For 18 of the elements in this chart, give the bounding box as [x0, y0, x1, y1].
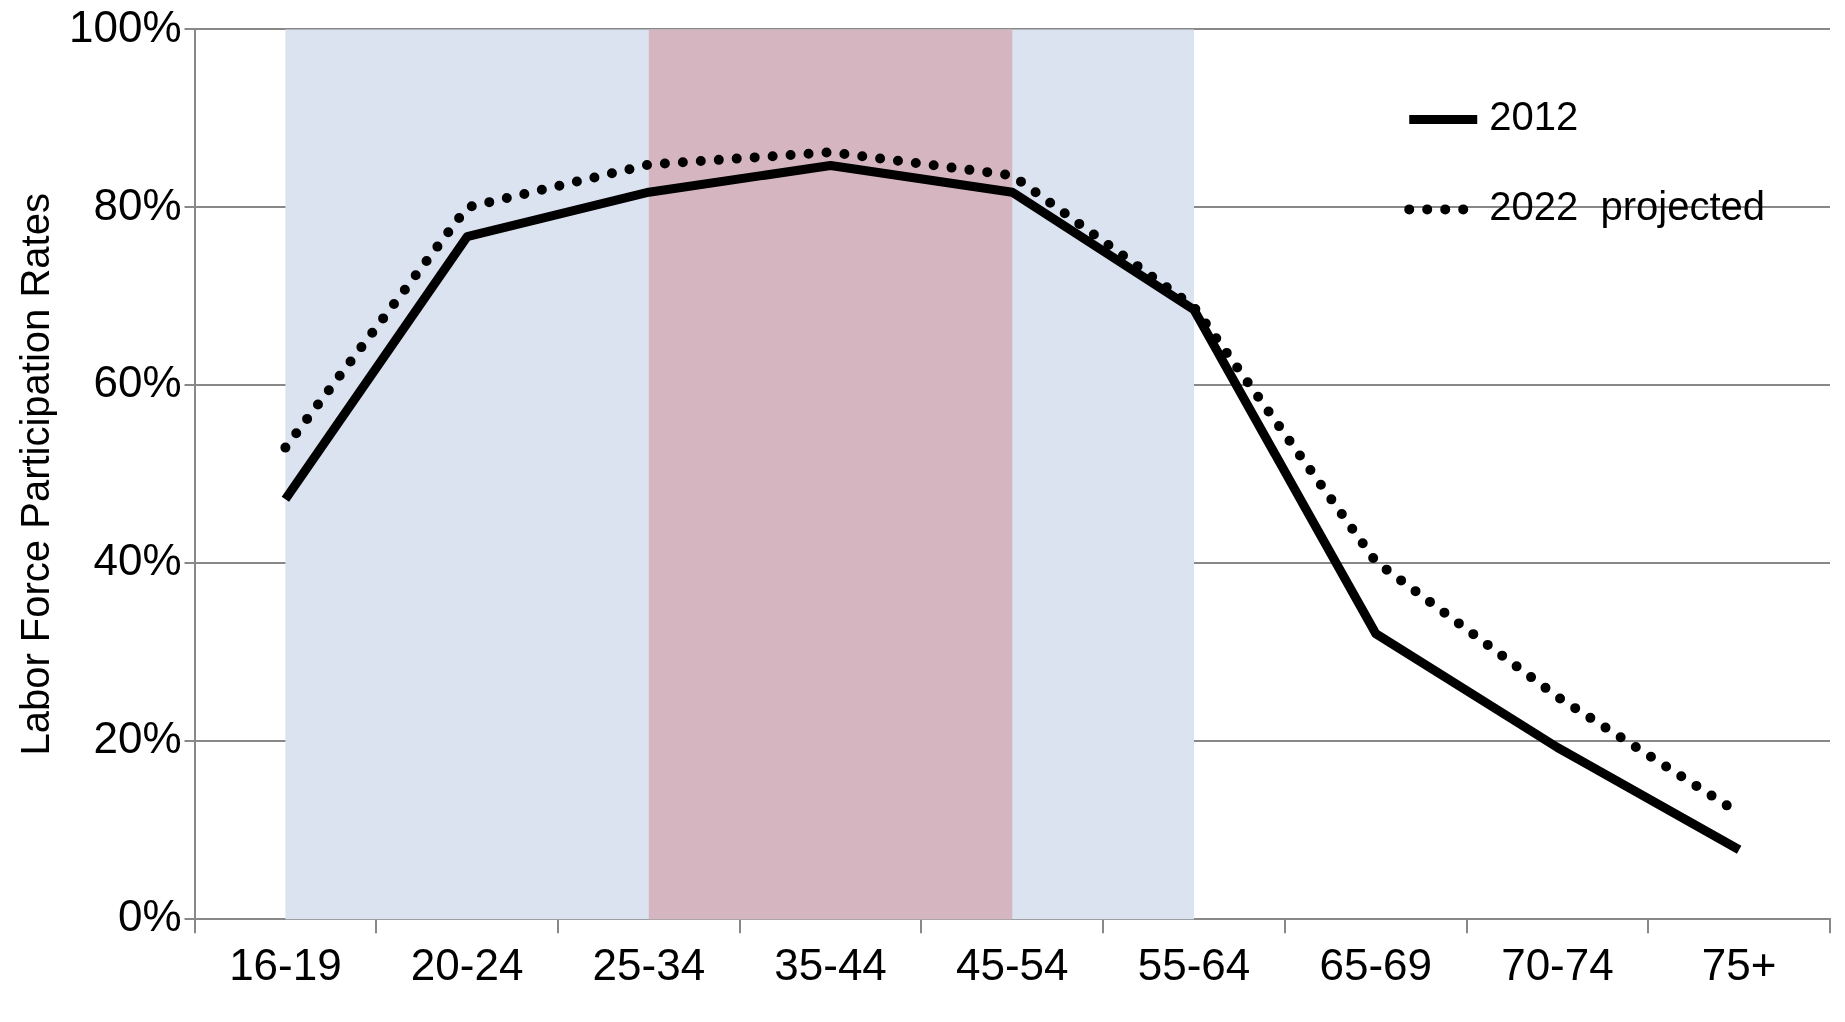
- x-tick-label: 45-54: [955, 939, 1069, 989]
- x-tick-label: 55-64: [1137, 939, 1251, 989]
- x-tick-label: 25-34: [592, 939, 706, 989]
- x-tick-label: 20-24: [410, 939, 524, 989]
- legend-label: 2012: [1489, 94, 1579, 139]
- y-tick-label: 80%: [93, 179, 182, 229]
- x-tick-label: 35-44: [774, 939, 887, 989]
- y-axis-title: Labor Force Participation Rates: [13, 193, 58, 756]
- x-tick-label: 65-69: [1319, 939, 1432, 989]
- y-tick-label: 60%: [93, 357, 182, 407]
- legend-label: 2022 projected: [1489, 184, 1765, 229]
- y-tick-label: 0%: [117, 891, 182, 941]
- y-tick-label: 40%: [93, 535, 182, 585]
- x-tick-label: 75+: [1701, 939, 1777, 989]
- y-tick-label: 100%: [68, 1, 182, 51]
- y-tick-label: 20%: [93, 713, 182, 763]
- x-tick-label: 70-74: [1501, 939, 1614, 989]
- x-tick-label: 16-19: [229, 939, 342, 989]
